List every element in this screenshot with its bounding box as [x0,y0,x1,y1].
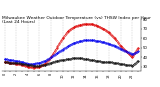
Text: Milwaukee Weather Outdoor Temperature (vs) THSW Index per Hour (Last 24 Hours): Milwaukee Weather Outdoor Temperature (v… [2,16,150,24]
